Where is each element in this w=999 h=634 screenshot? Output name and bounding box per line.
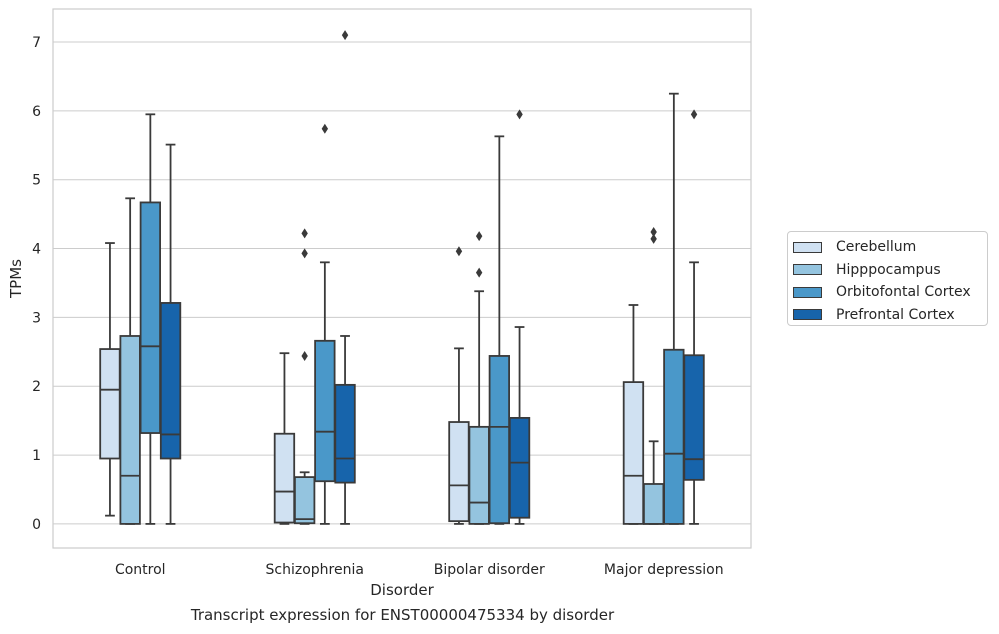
- box-orbitofontal-cortex: [663, 348, 685, 525]
- legend-item-prefrontal-cortex: Prefrontal Cortex: [793, 304, 987, 327]
- box-prefrontal-cortex: [683, 354, 705, 481]
- outlier-cerebellum: [455, 246, 463, 257]
- x-tick-label: Major depression: [604, 562, 724, 578]
- box-prefrontal-cortex: [159, 302, 182, 460]
- outlier-hipppocampus: [301, 228, 308, 239]
- legend-swatch-cerebellum: [793, 241, 822, 253]
- y-axis-label: TPMs: [7, 259, 25, 299]
- y-tick-label: 3: [32, 310, 41, 326]
- y-tick-label: 0: [32, 517, 41, 533]
- outlier-hipppocampus: [475, 231, 483, 242]
- x-tick-label: Control: [115, 562, 166, 578]
- box-orbitofontal-cortex: [488, 355, 511, 525]
- box-orbitofontal-cortex: [314, 339, 336, 483]
- outlier-prefrontal-cortex: [516, 109, 523, 120]
- outlier-hipppocampus: [475, 267, 483, 278]
- outlier-hipppocampus: [650, 233, 657, 244]
- legend-item-hippocampus: Hipppocampus: [793, 259, 987, 282]
- y-tick-label: 1: [32, 448, 41, 464]
- box-hipppocampus: [468, 425, 490, 525]
- box-cerebellum: [99, 348, 121, 460]
- legend-label-hippocampus: Hipppocampus: [836, 261, 941, 278]
- y-tick-label: 6: [32, 104, 41, 120]
- box-cerebellum: [622, 381, 645, 525]
- legend-label-cerebellum: Cerebellum: [836, 239, 917, 256]
- figure-caption: Transcript expression for ENST0000047533…: [190, 606, 615, 624]
- box-hipppocampus: [643, 483, 665, 525]
- legend-label-prefrontal-cortex: Prefrontal Cortex: [836, 306, 955, 323]
- legend-swatch-orbitofrontal-cortex: [793, 286, 822, 298]
- legend-swatch-prefrontal-cortex: [793, 309, 822, 321]
- legend-item-orbitofrontal-cortex: Orbitofontal Cortex: [793, 281, 987, 304]
- y-tick-label: 4: [32, 242, 41, 258]
- outlier-hipppocampus: [650, 227, 657, 238]
- outlier-orbitofontal-cortex: [321, 123, 329, 134]
- box-hipppocampus: [119, 335, 141, 525]
- box-hipppocampus: [293, 476, 316, 525]
- outlier-prefrontal-cortex: [341, 30, 349, 41]
- outlier-hipppocampus: [301, 350, 308, 361]
- x-tick-label: Bipolar disorder: [434, 562, 545, 578]
- box-cerebellum: [273, 432, 296, 524]
- legend-item-cerebellum: Cerebellum: [793, 236, 987, 259]
- box-prefrontal-cortex: [334, 383, 356, 484]
- y-tick-label: 7: [32, 35, 41, 51]
- legend: Cerebellum Hipppocampus Orbitofontal Cor…: [787, 231, 988, 326]
- x-axis-label: Disorder: [370, 581, 434, 599]
- legend-swatch-hippocampus: [793, 264, 822, 276]
- outlier-prefrontal-cortex: [690, 109, 698, 120]
- y-tick-label: 5: [32, 173, 41, 189]
- plot-frame: [52, 8, 752, 549]
- box-orbitofontal-cortex: [139, 201, 162, 434]
- box-cerebellum: [448, 421, 470, 523]
- y-tick-label: 2: [32, 379, 41, 395]
- box-prefrontal-cortex: [508, 416, 531, 519]
- legend-label-orbitofrontal-cortex: Orbitofontal Cortex: [836, 284, 971, 301]
- x-tick-label: Schizophrenia: [266, 562, 364, 578]
- outlier-hipppocampus: [301, 248, 308, 259]
